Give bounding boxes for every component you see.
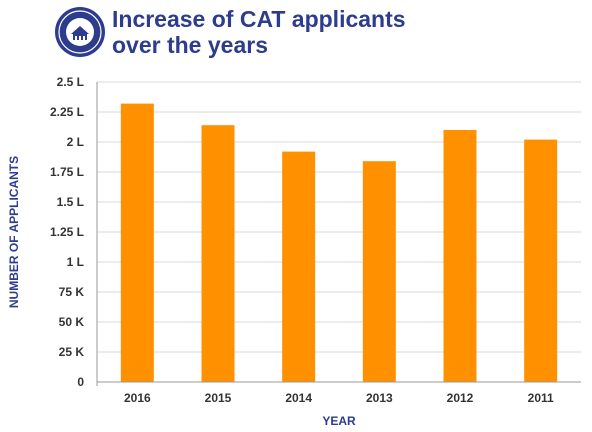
y-tick-label: 2.5 L	[57, 75, 84, 89]
x-axis-title: YEAR	[322, 414, 356, 428]
y-tick-label: 1.5 L	[57, 195, 84, 209]
y-tick-label: 1.25 L	[50, 225, 84, 239]
bar-2014	[282, 151, 316, 382]
y-tick-label: 2.25 L	[50, 105, 84, 119]
y-tick-label: 1 L	[67, 255, 84, 269]
x-tick-label: 2012	[447, 391, 474, 405]
x-tick-label: 2013	[366, 391, 393, 405]
bar-2015	[201, 125, 235, 382]
chart-title-line-1: Increase of CAT applicants	[112, 6, 406, 32]
y-tick-label: 75 K	[59, 285, 85, 299]
y-tick-label: 50 K	[59, 315, 85, 329]
y-tick-labels: 0 25 K 50 K 75 K 1 L 1.25 L 1.5 L 1.75 L 2 L 2.25…	[50, 75, 84, 389]
university-seal-icon	[55, 7, 105, 57]
x-tick-label: 2014	[285, 391, 312, 405]
x-tick-labels: 2016 2015 2014 2013 2012 2011	[124, 391, 554, 405]
bar-2011	[524, 139, 558, 382]
y-tick-label: 2 L	[67, 135, 84, 149]
chart-title: Increase of CAT applicants over the year…	[112, 6, 406, 58]
y-axis-title: NUMBER OF APPLICANTS	[7, 156, 21, 308]
bar-2016	[120, 103, 154, 382]
x-tick-label: 2015	[205, 391, 232, 405]
y-tick-label: 1.75 L	[50, 165, 84, 179]
x-tick-label: 2011	[528, 391, 554, 405]
bar-2013	[362, 161, 396, 382]
y-tick-label: 25 K	[59, 345, 85, 359]
gridlines	[97, 81, 581, 383]
bar-2012	[443, 130, 477, 382]
x-tick-label: 2016	[124, 391, 151, 405]
y-tick-label: 0	[77, 375, 84, 389]
chart-title-line-2: over the years	[112, 32, 268, 58]
bars	[120, 103, 558, 382]
